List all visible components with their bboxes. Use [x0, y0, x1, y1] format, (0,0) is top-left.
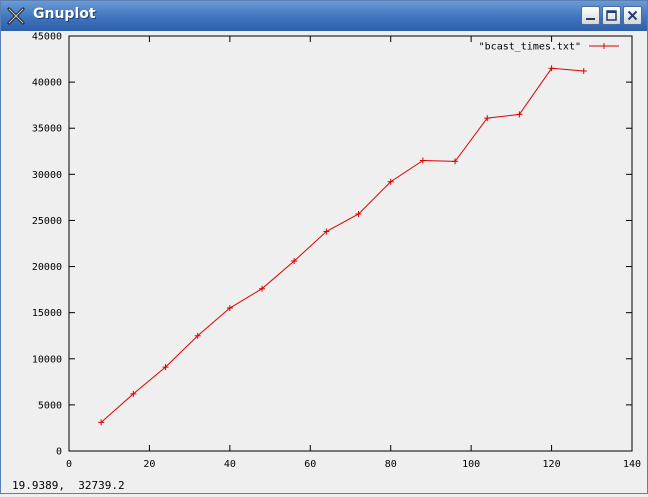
window-title: Gnuplot [33, 6, 96, 22]
y-tick-label: 5000 [38, 400, 62, 411]
y-tick-label: 30000 [32, 170, 62, 181]
legend-marker [601, 43, 607, 49]
plot-frame [68, 35, 633, 452]
series-line [100, 67, 584, 423]
title-bar[interactable]: Gnuplot [1, 1, 647, 31]
y-tick-label: 10000 [32, 354, 62, 365]
gnuplot-x-icon [7, 7, 25, 25]
data-point [387, 178, 394, 185]
coordinate-readout: 19.9389, 32739.2 [12, 479, 125, 492]
minimize-button[interactable] [581, 6, 600, 25]
y-tick-label: 0 [56, 447, 62, 458]
close-button[interactable] [623, 6, 642, 25]
y-tick-label: 20000 [32, 262, 62, 273]
data-point [580, 68, 587, 75]
y-tick-label: 35000 [32, 124, 62, 135]
x-tick-label: 100 [462, 459, 480, 470]
data-point [323, 228, 330, 235]
data-point [484, 115, 491, 122]
x-tick-label: 60 [304, 459, 316, 470]
data-point [548, 65, 555, 72]
y-tick-label: 40000 [32, 78, 62, 89]
data-point [130, 390, 137, 397]
x-tick-label: 140 [623, 459, 641, 470]
y-tick-label: 15000 [32, 308, 62, 319]
line-chart[interactable]: 0 20 40 60 80 100 120 140 0 5000 10000 15000 20000 25… [1, 31, 647, 493]
minimize-icon [586, 18, 595, 20]
data-point [419, 157, 426, 164]
data-point [162, 364, 169, 371]
x-tick-label: 20 [143, 459, 155, 470]
y-tick-label: 45000 [32, 32, 62, 43]
data-point [355, 210, 362, 217]
x-tick-label: 120 [543, 459, 561, 470]
data-point [98, 419, 105, 426]
x-tick-label: 80 [385, 459, 397, 470]
maximize-icon [606, 10, 617, 21]
data-point [516, 111, 523, 118]
data-point [194, 332, 201, 339]
data-point [226, 305, 233, 312]
plot-area[interactable]: 0 20 40 60 80 100 120 140 0 5000 10000 15000 20000 25… [1, 31, 647, 493]
maximize-button[interactable] [602, 6, 621, 25]
data-point [291, 258, 298, 265]
y-tick-label: 25000 [32, 216, 62, 227]
x-tick-label: 0 [66, 459, 72, 470]
data-point [452, 158, 459, 165]
close-icon [627, 10, 638, 21]
data-point [259, 285, 266, 292]
x-tick-label: 40 [224, 459, 236, 470]
legend-label: "bcast_times.txt" [479, 42, 581, 53]
